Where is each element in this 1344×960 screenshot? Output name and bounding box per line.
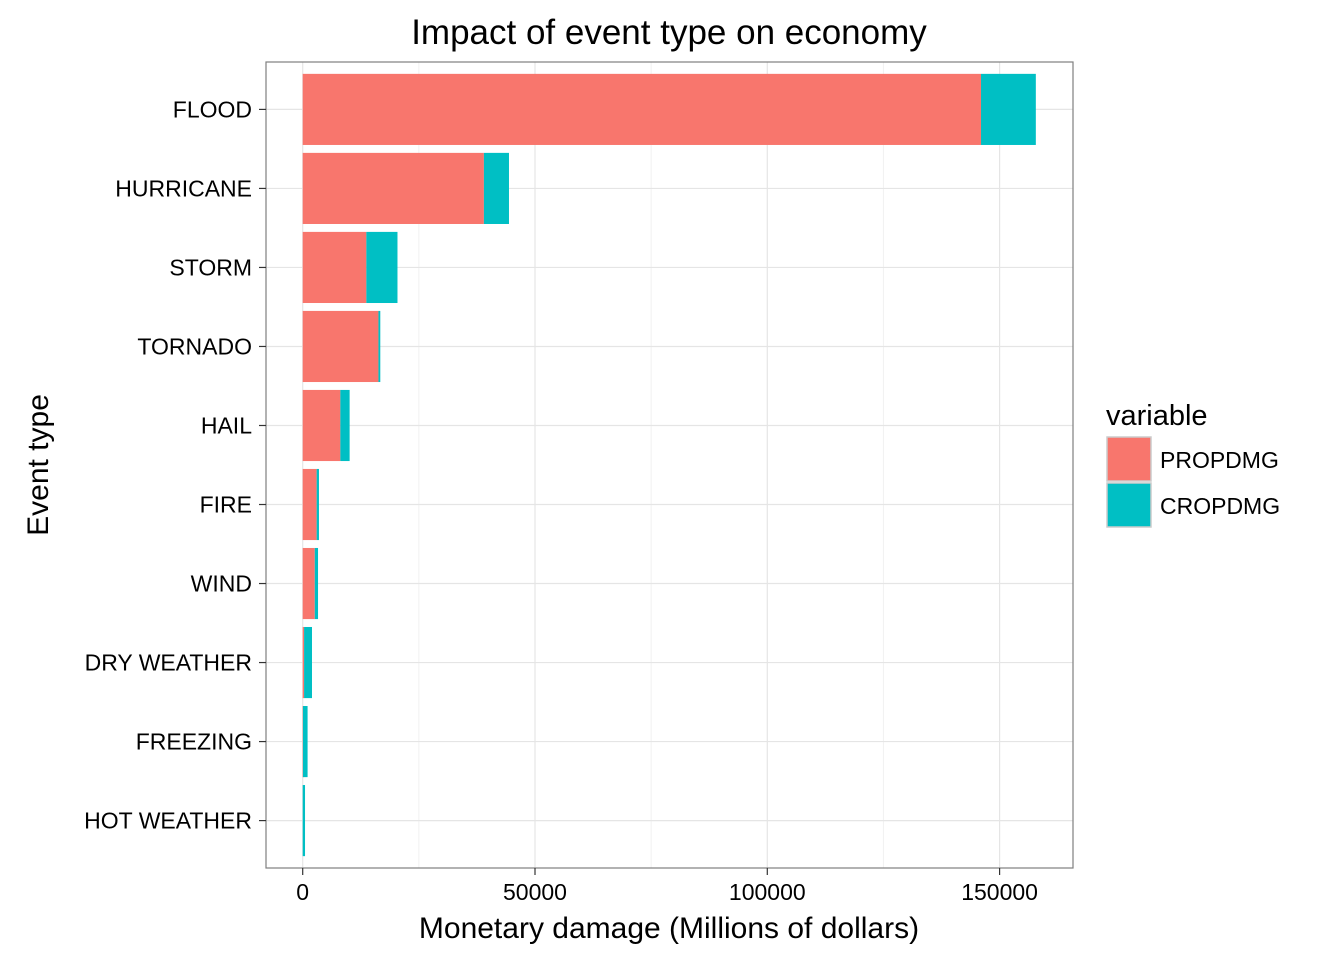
legend-items: PROPDMG CROPDMG xyxy=(1106,436,1280,528)
x-tick-label: 100000 xyxy=(729,879,806,905)
bar-storm-cropdmg xyxy=(366,231,398,304)
y-tick-label: TORNADO xyxy=(137,333,252,359)
y-tick-label: STORM xyxy=(169,254,252,280)
legend-key-cropdmg xyxy=(1106,482,1152,528)
y-tick-label: HURRICANE xyxy=(115,175,252,201)
legend: variable PROPDMG CROPDMG xyxy=(1106,400,1280,528)
x-tick-label: 0 xyxy=(296,879,309,905)
y-tick-label: HOT WEATHER xyxy=(84,808,252,834)
bar-storm-propdmg xyxy=(302,231,367,304)
y-tick-label: HAIL xyxy=(201,412,252,438)
y-axis-title: Event type xyxy=(22,394,55,536)
y-axis: FLOOD HURRICANE STORM TORNADO HAIL FIRE WIND DR… xyxy=(84,96,266,834)
y-tick-label: FIRE xyxy=(200,492,252,518)
bar-dry-weather-cropdmg xyxy=(304,626,312,699)
x-tick-label: 150000 xyxy=(961,879,1038,905)
y-tick-label: WIND xyxy=(191,571,252,597)
bar-fire-cropdmg xyxy=(316,468,319,541)
bars xyxy=(302,73,1036,857)
bar-wind-cropdmg xyxy=(314,547,319,620)
x-tick-label: 50000 xyxy=(503,879,567,905)
chart-title: Impact of event type on economy xyxy=(411,13,927,52)
bar-hail-cropdmg xyxy=(340,389,350,462)
bar-tornado-cropdmg xyxy=(378,310,381,383)
bar-wind-propdmg xyxy=(302,547,315,620)
x-axis-title: Monetary damage (Millions of dollars) xyxy=(419,912,919,945)
bar-tornado-propdmg xyxy=(302,310,379,383)
y-tick-label: FREEZING xyxy=(136,729,252,755)
bar-freezing-cropdmg xyxy=(302,706,308,778)
bar-flood-cropdmg xyxy=(981,73,1036,145)
bar-fire-propdmg xyxy=(302,468,317,541)
y-tick-label: DRY WEATHER xyxy=(85,650,252,676)
bar-hurricane-propdmg xyxy=(302,152,484,224)
legend-label-cropdmg: CROPDMG xyxy=(1160,493,1280,519)
plot-panel-border xyxy=(265,61,1074,869)
bar-hail-propdmg xyxy=(302,389,341,462)
bar-flood-propdmg xyxy=(302,73,982,145)
y-tick-label: FLOOD xyxy=(173,96,252,122)
x-axis: 0 50000 100000 150000 xyxy=(296,868,1038,905)
bar-hot-weather-cropdmg xyxy=(302,785,306,857)
bar-dry-weather-propdmg xyxy=(302,626,305,699)
legend-key-propdmg xyxy=(1106,436,1152,482)
bar-hurricane-cropdmg xyxy=(483,152,509,224)
legend-label-propdmg: PROPDMG xyxy=(1160,447,1279,473)
legend-title: variable xyxy=(1106,400,1208,432)
